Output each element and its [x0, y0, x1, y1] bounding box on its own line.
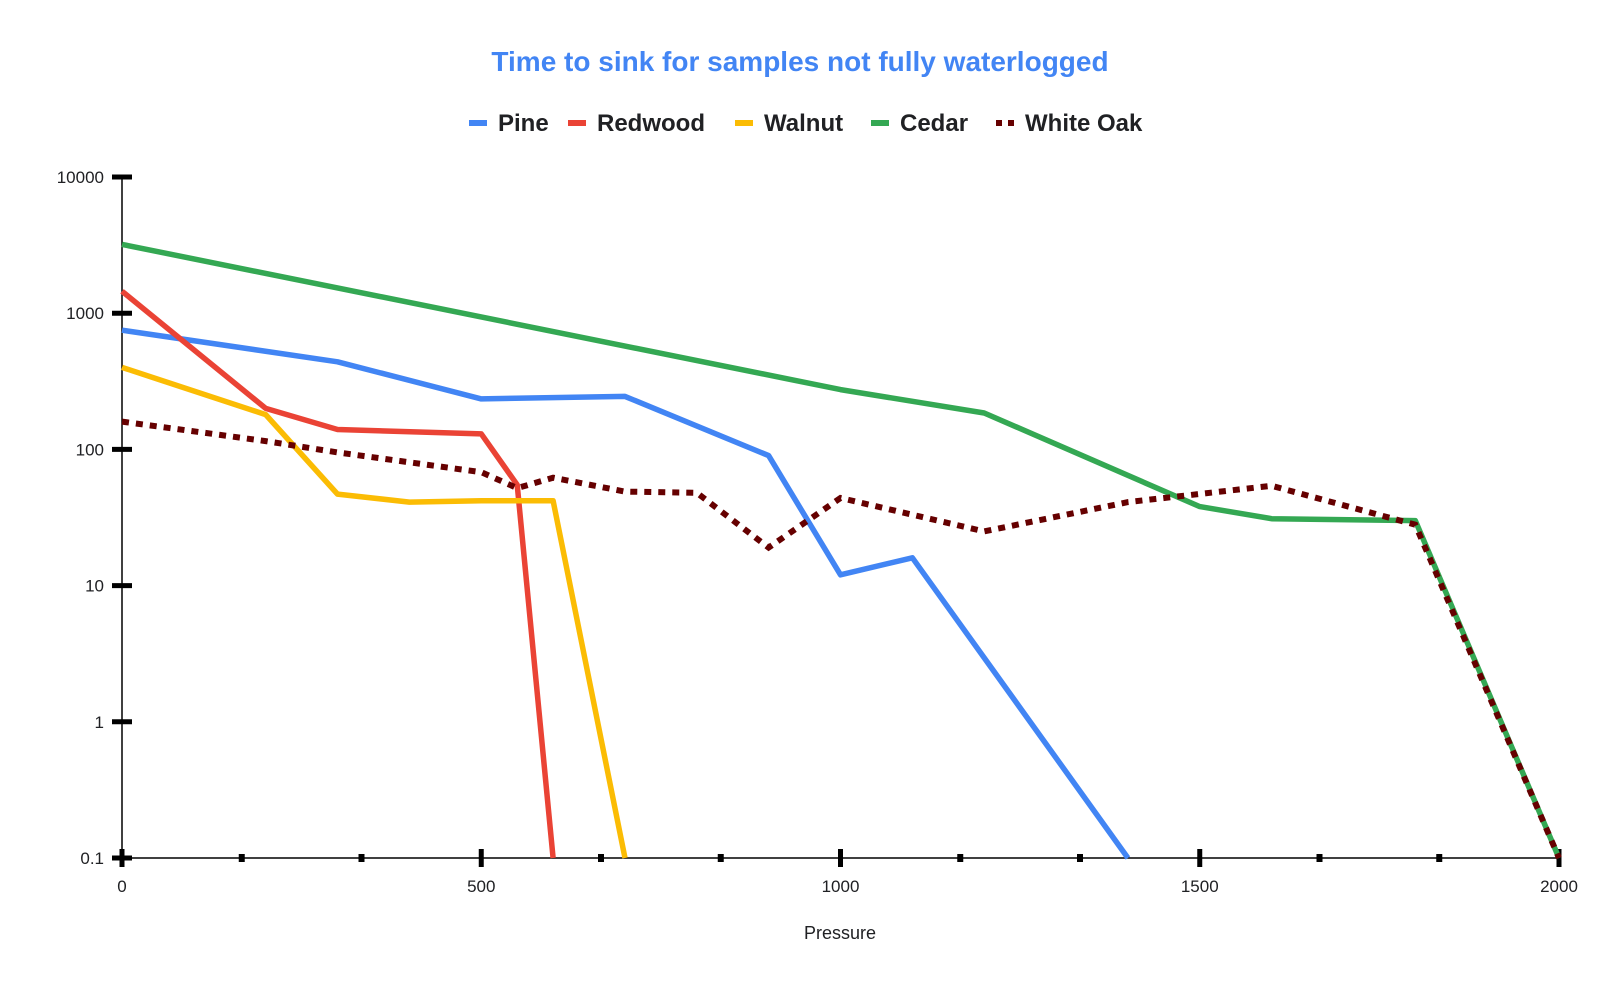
y-tick-label: 100	[76, 440, 104, 459]
x-tick-label: 1000	[822, 877, 860, 896]
y-tick-label: 0.1	[80, 849, 104, 868]
x-tick-label: 0	[117, 877, 126, 896]
legend-label: Pine	[498, 110, 549, 137]
series-line-pine	[121, 327, 1131, 860]
x-axis-label: Pressure	[804, 923, 876, 943]
series-line-walnut	[121, 364, 628, 859]
legend: Pine Redwood Walnut Cedar White Oak	[469, 110, 1143, 137]
axes: 0.1 1 10 100 1000 10000 0 500 1000 1500 2000	[57, 168, 1578, 896]
legend-label: Cedar	[900, 110, 968, 137]
legend-item-redwood: Redwood	[568, 110, 705, 137]
x-tick-label: 1500	[1181, 877, 1219, 896]
x-tick-label: 2000	[1540, 877, 1578, 896]
x-tick-label: 500	[467, 877, 495, 896]
legend-label: Redwood	[597, 110, 705, 137]
series-layer	[120, 241, 1562, 860]
y-tick-label: 1000	[66, 304, 104, 323]
legend-label: Walnut	[764, 110, 843, 137]
y-tick-label: 10000	[57, 168, 104, 187]
chart-title: Time to sink for samples not fully water…	[491, 46, 1108, 77]
legend-item-cedar: Cedar	[871, 110, 968, 137]
series-line-cedar	[121, 241, 1562, 860]
series-line-redwood	[120, 289, 556, 859]
legend-item-walnut: Walnut	[735, 110, 843, 137]
y-tick-label: 1	[95, 713, 104, 732]
y-tick-label: 10	[85, 577, 104, 596]
legend-item-white-oak: White Oak	[996, 110, 1143, 137]
legend-label: White Oak	[1025, 110, 1143, 137]
series-line-white-oak	[121, 418, 1562, 860]
legend-item-pine: Pine	[469, 110, 549, 137]
